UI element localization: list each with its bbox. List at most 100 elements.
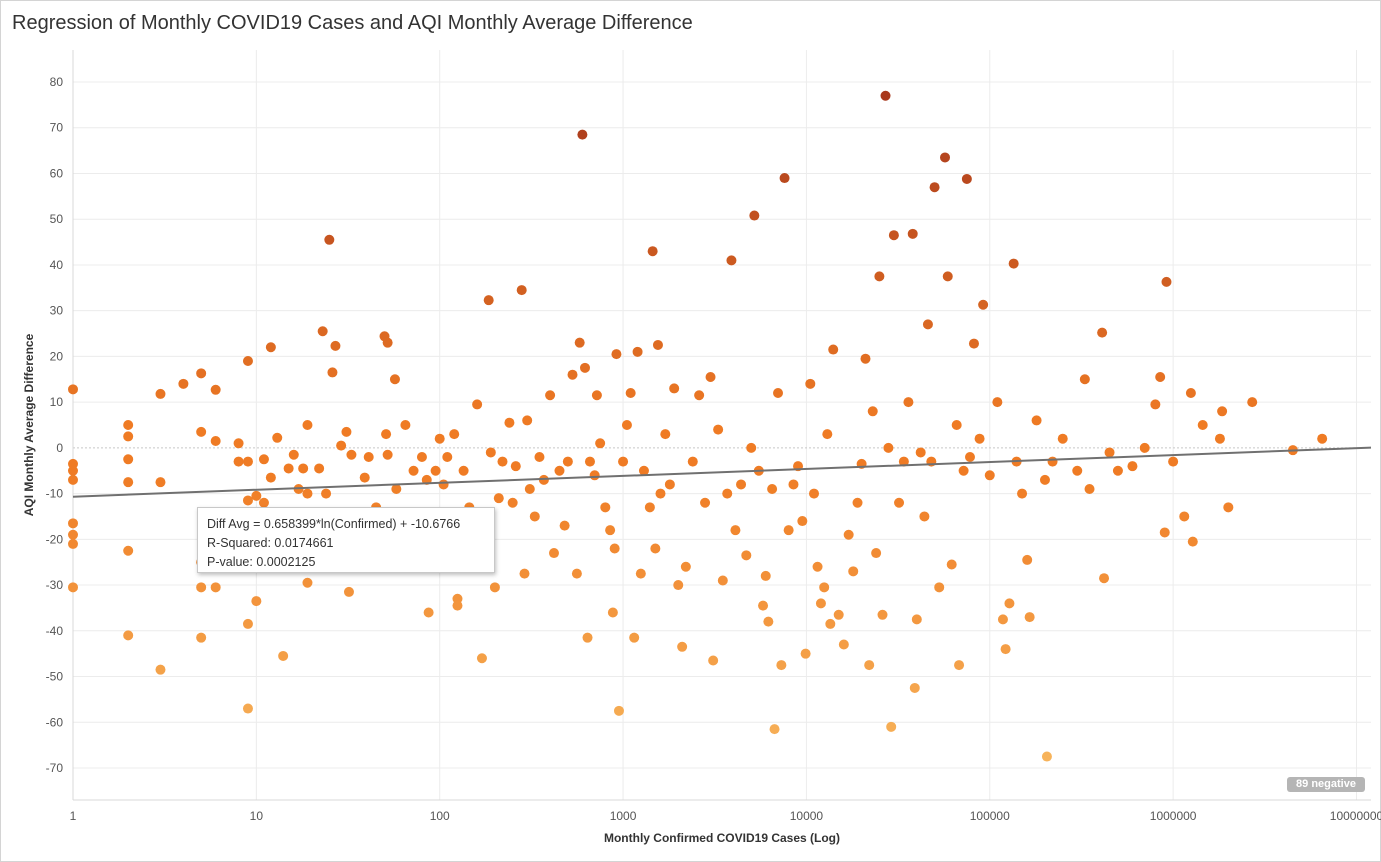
- data-point[interactable]: [382, 337, 393, 348]
- data-point[interactable]: [871, 548, 882, 559]
- data-point[interactable]: [258, 497, 269, 508]
- data-point[interactable]: [283, 463, 294, 474]
- data-point[interactable]: [760, 570, 771, 581]
- data-point[interactable]: [400, 420, 411, 430]
- data-point[interactable]: [68, 384, 78, 395]
- data-point[interactable]: [968, 338, 979, 349]
- data-point[interactable]: [978, 299, 989, 310]
- data-point[interactable]: [783, 525, 794, 536]
- data-point[interactable]: [618, 456, 629, 467]
- data-point[interactable]: [123, 477, 134, 488]
- data-point[interactable]: [381, 429, 392, 440]
- data-point[interactable]: [1008, 258, 1019, 269]
- data-point[interactable]: [929, 182, 940, 193]
- data-point[interactable]: [559, 520, 570, 531]
- data-point[interactable]: [934, 582, 945, 593]
- data-point[interactable]: [579, 362, 590, 373]
- data-point[interactable]: [726, 255, 737, 266]
- data-point[interactable]: [669, 383, 680, 394]
- data-point[interactable]: [472, 399, 483, 410]
- data-point[interactable]: [652, 339, 663, 350]
- data-point[interactable]: [589, 470, 600, 481]
- data-point[interactable]: [776, 660, 787, 671]
- data-point[interactable]: [272, 432, 283, 443]
- data-point[interactable]: [664, 479, 675, 490]
- data-point[interactable]: [314, 463, 325, 474]
- data-point[interactable]: [519, 568, 530, 579]
- data-point[interactable]: [886, 721, 897, 732]
- data-point[interactable]: [489, 582, 500, 593]
- data-point[interactable]: [822, 429, 833, 440]
- data-point[interactable]: [805, 378, 816, 389]
- data-point[interactable]: [864, 660, 875, 671]
- data-point[interactable]: [483, 295, 494, 306]
- data-point[interactable]: [877, 609, 888, 620]
- data-point[interactable]: [507, 497, 518, 508]
- data-point[interactable]: [655, 488, 666, 499]
- data-point[interactable]: [346, 449, 357, 460]
- data-point[interactable]: [1017, 488, 1028, 499]
- data-point[interactable]: [860, 353, 871, 364]
- data-point[interactable]: [524, 484, 535, 495]
- data-point[interactable]: [317, 326, 328, 337]
- data-point[interactable]: [302, 420, 313, 430]
- data-point[interactable]: [700, 497, 711, 508]
- data-point[interactable]: [298, 463, 309, 474]
- data-point[interactable]: [1214, 433, 1225, 444]
- data-point[interactable]: [278, 650, 289, 661]
- data-point[interactable]: [1223, 502, 1234, 513]
- data-point[interactable]: [605, 525, 616, 536]
- data-point[interactable]: [423, 607, 434, 618]
- data-point[interactable]: [915, 447, 926, 458]
- data-point[interactable]: [516, 285, 527, 296]
- data-point[interactable]: [660, 429, 671, 440]
- data-point[interactable]: [680, 561, 691, 572]
- data-point[interactable]: [251, 490, 262, 501]
- data-point[interactable]: [327, 367, 338, 378]
- data-point[interactable]: [898, 456, 909, 467]
- data-point[interactable]: [911, 614, 922, 625]
- data-point[interactable]: [68, 538, 78, 549]
- data-point[interactable]: [210, 436, 221, 447]
- data-point[interactable]: [251, 596, 262, 607]
- data-point[interactable]: [493, 493, 504, 504]
- data-point[interactable]: [595, 438, 606, 449]
- data-point[interactable]: [1161, 276, 1172, 287]
- data-point[interactable]: [155, 388, 166, 399]
- data-point[interactable]: [919, 511, 930, 522]
- data-point[interactable]: [123, 454, 134, 465]
- data-point[interactable]: [562, 456, 573, 467]
- data-point[interactable]: [242, 495, 253, 506]
- data-point[interactable]: [408, 465, 419, 476]
- data-point[interactable]: [1112, 465, 1123, 476]
- data-point[interactable]: [430, 465, 441, 476]
- data-point[interactable]: [434, 433, 445, 444]
- data-point[interactable]: [907, 228, 918, 239]
- data-point[interactable]: [510, 461, 521, 472]
- data-point[interactable]: [922, 319, 933, 330]
- trend-line[interactable]: [72, 446, 1372, 498]
- data-point[interactable]: [788, 479, 799, 490]
- data-point[interactable]: [903, 397, 914, 408]
- data-point[interactable]: [992, 397, 1003, 408]
- data-point[interactable]: [343, 586, 354, 597]
- data-point[interactable]: [984, 470, 995, 481]
- data-point[interactable]: [964, 452, 975, 463]
- data-point[interactable]: [1041, 751, 1052, 762]
- data-point[interactable]: [797, 516, 808, 527]
- data-point[interactable]: [1139, 442, 1150, 453]
- data-point[interactable]: [607, 607, 618, 618]
- data-point[interactable]: [336, 440, 347, 451]
- data-point[interactable]: [1024, 612, 1035, 623]
- data-point[interactable]: [155, 477, 166, 488]
- data-point[interactable]: [828, 344, 839, 355]
- data-point[interactable]: [359, 472, 370, 483]
- data-point[interactable]: [773, 387, 784, 398]
- data-point[interactable]: [946, 559, 957, 570]
- data-point[interactable]: [1039, 474, 1050, 485]
- data-point[interactable]: [746, 442, 757, 453]
- data-point[interactable]: [233, 438, 244, 449]
- data-point[interactable]: [210, 384, 221, 395]
- data-point[interactable]: [635, 568, 646, 579]
- data-point[interactable]: [894, 497, 905, 508]
